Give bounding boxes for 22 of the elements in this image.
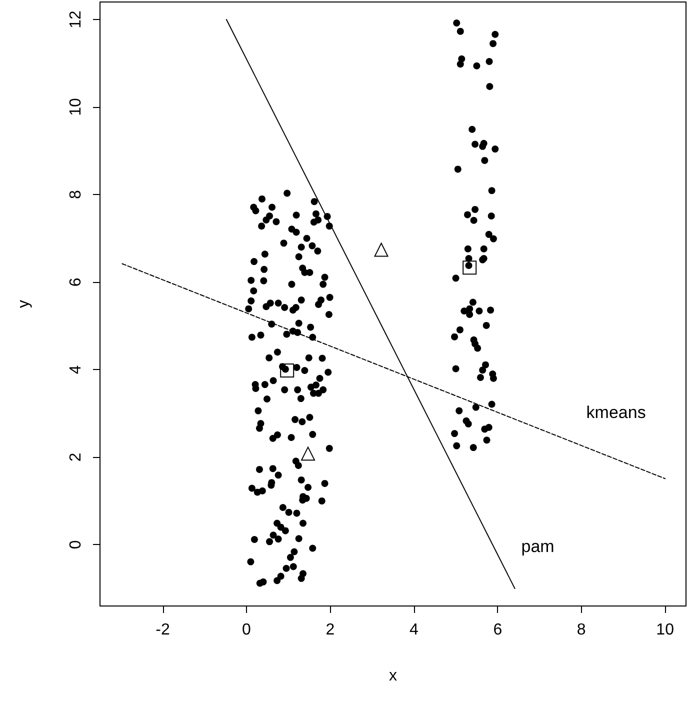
x-tick-label: 0 (242, 622, 252, 638)
y-tick-label: 8 (68, 190, 84, 200)
y-tick-label: 0 (68, 540, 84, 550)
y-tick-label: 4 (68, 365, 84, 374)
y-axis-title: y (16, 300, 32, 308)
y-tick-label: 12 (68, 10, 84, 28)
point (280, 364, 294, 378)
x-tick-label: 2 (326, 622, 335, 638)
x-tick-label: 6 (493, 622, 502, 638)
x-axis-title: x (389, 668, 397, 684)
point (462, 260, 477, 275)
series-label: kmeans (586, 403, 646, 422)
x-tick-label: -2 (156, 622, 170, 638)
y-tick-label: 2 (68, 452, 84, 462)
series-label: pam (521, 536, 554, 556)
point (301, 446, 316, 461)
x-tick-label: 4 (409, 622, 418, 638)
y-tick-label: 10 (68, 98, 84, 116)
point (374, 242, 388, 257)
y-tick-label: 6 (68, 278, 84, 287)
x-tick-label: 8 (576, 622, 586, 638)
x-tick-label: 10 (656, 622, 674, 638)
